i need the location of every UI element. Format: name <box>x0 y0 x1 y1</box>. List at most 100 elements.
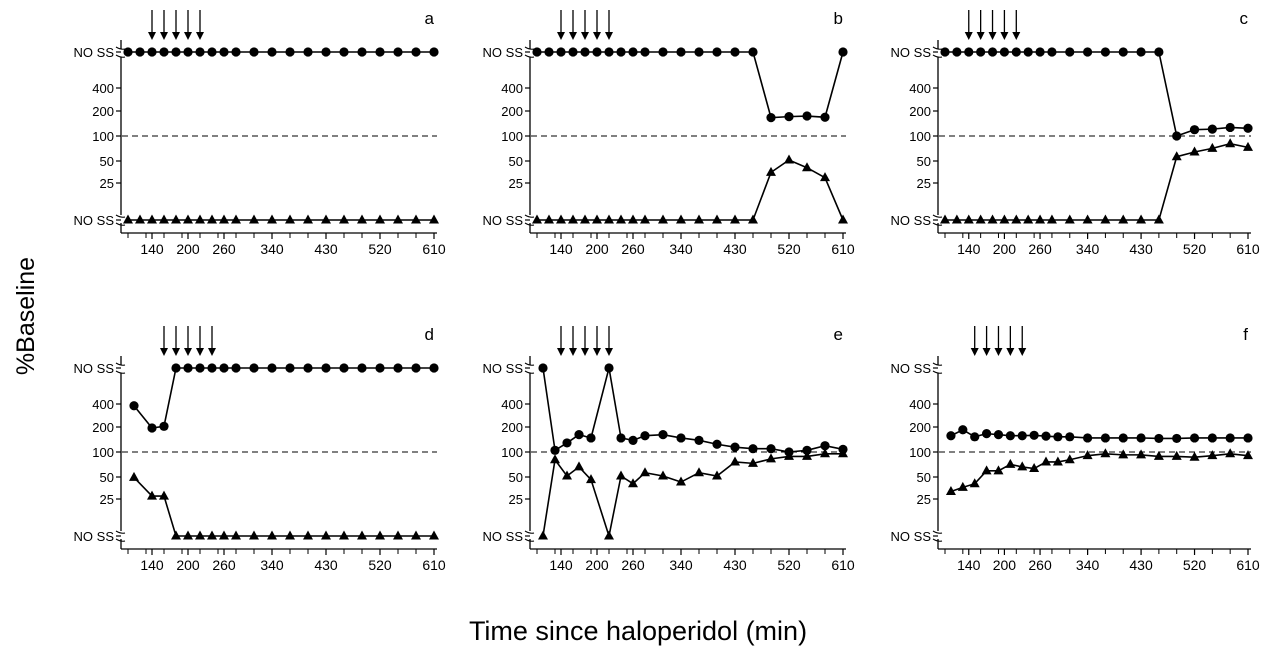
data-point-circle <box>1082 433 1093 443</box>
data-point-circle <box>303 47 313 57</box>
y-tick-label: NO SS <box>483 529 524 544</box>
data-point-triangle <box>730 456 740 466</box>
injection-arrow-head <box>593 348 601 356</box>
data-point-circle <box>1207 433 1217 443</box>
injection-arrow-head <box>581 348 589 356</box>
injection-arrow-head <box>964 32 973 40</box>
data-point-circle <box>285 363 295 373</box>
data-point-circle <box>946 431 956 441</box>
data-point-triangle <box>1171 450 1182 460</box>
y-tick-label: NO SS <box>483 45 524 60</box>
x-tick-label: 200 <box>585 557 609 573</box>
data-point-triangle <box>556 214 566 224</box>
axis-break <box>524 214 535 218</box>
x-tick-label: 140 <box>140 557 164 573</box>
data-point-circle <box>1243 123 1253 133</box>
data-point-circle <box>159 421 169 431</box>
data-point-triangle <box>957 481 968 491</box>
axis-break <box>524 530 535 534</box>
x-tick-label: 520 <box>777 557 801 573</box>
x-tick-label: 140 <box>140 241 164 257</box>
data-point-circle <box>195 47 205 57</box>
data-point-triangle <box>285 530 295 540</box>
data-point-circle <box>766 444 776 454</box>
x-tick-label: 140 <box>957 557 981 573</box>
data-point-triangle <box>1118 449 1129 459</box>
series-line-triangle <box>945 142 1249 221</box>
data-point-triangle <box>1136 214 1147 224</box>
data-point-circle <box>1154 47 1164 57</box>
data-point-triangle <box>1100 448 1111 458</box>
data-point-triangle <box>159 214 169 224</box>
injection-arrow-head <box>605 32 613 40</box>
data-point-circle <box>1005 431 1015 441</box>
data-point-circle <box>616 433 626 443</box>
data-point-circle <box>1100 433 1111 443</box>
data-point-triangle <box>147 490 157 500</box>
y-tick-label: 200 <box>92 104 114 119</box>
x-tick-label: 610 <box>831 241 855 257</box>
data-point-triangle <box>616 470 626 480</box>
panel-label: c <box>1240 9 1249 28</box>
data-point-circle <box>574 430 584 440</box>
data-point-circle <box>411 47 421 57</box>
injection-arrow-head <box>208 348 216 356</box>
injection-arrow-head <box>184 348 192 356</box>
data-point-triangle <box>207 530 217 540</box>
x-tick-label: 260 <box>1028 241 1052 257</box>
data-point-triangle <box>604 214 614 224</box>
x-axis-title: Time since haloperidol (min) <box>469 616 807 646</box>
data-point-triangle <box>945 485 956 495</box>
y-tick-label: NO SS <box>483 213 524 228</box>
y-tick-label: 50 <box>509 154 523 169</box>
x-tick-label: 260 <box>212 241 236 257</box>
data-point-circle <box>1118 47 1128 57</box>
data-point-triangle <box>820 172 830 182</box>
data-point-triangle <box>219 530 229 540</box>
data-point-triangle <box>616 214 626 224</box>
injection-arrow-head <box>976 32 985 40</box>
data-point-triangle <box>568 214 578 224</box>
data-point-circle <box>321 47 331 57</box>
y-tick-label: 25 <box>917 492 931 507</box>
axis-break <box>115 54 126 58</box>
axis-break <box>115 530 126 534</box>
data-point-circle <box>339 47 349 57</box>
data-point-triangle <box>1005 458 1016 468</box>
axis-break <box>524 222 535 226</box>
data-point-circle <box>976 47 986 57</box>
axis-break <box>115 46 126 50</box>
injection-arrow-head <box>581 32 589 40</box>
data-point-triangle <box>820 448 830 458</box>
x-tick-label: 340 <box>1076 241 1100 257</box>
data-point-circle <box>1136 433 1146 443</box>
data-point-circle <box>676 433 686 443</box>
x-tick-label: 610 <box>422 241 446 257</box>
data-point-circle <box>604 47 614 57</box>
data-point-triangle <box>1207 142 1218 152</box>
data-point-circle <box>970 432 980 442</box>
data-point-circle <box>838 47 848 57</box>
y-tick-label: 200 <box>909 104 931 119</box>
series-line-triangle <box>133 476 434 537</box>
x-tick-label: 260 <box>621 557 645 573</box>
data-point-triangle <box>267 530 277 540</box>
y-tick-label: 100 <box>92 129 114 144</box>
y-axis-title: %Baseline <box>12 257 40 375</box>
data-point-circle <box>550 445 560 455</box>
data-point-circle <box>616 47 626 57</box>
data-point-circle <box>1065 47 1075 57</box>
x-tick-label: 520 <box>1183 241 1207 257</box>
axis-break <box>115 222 126 226</box>
panel-f: NO SS 400 200 100 50 25 NO SS 140 200 260 340 430 52… <box>891 325 1260 573</box>
y-tick-label: 50 <box>100 154 114 169</box>
axis-break <box>932 362 943 366</box>
y-tick-label: 200 <box>501 420 523 435</box>
injection-arrow-head <box>593 32 601 40</box>
data-point-triangle <box>429 214 439 224</box>
data-point-circle <box>1243 433 1253 443</box>
data-point-circle <box>748 444 758 454</box>
data-point-triangle <box>1207 450 1218 460</box>
data-point-circle <box>1172 131 1182 141</box>
data-point-circle <box>592 47 602 57</box>
